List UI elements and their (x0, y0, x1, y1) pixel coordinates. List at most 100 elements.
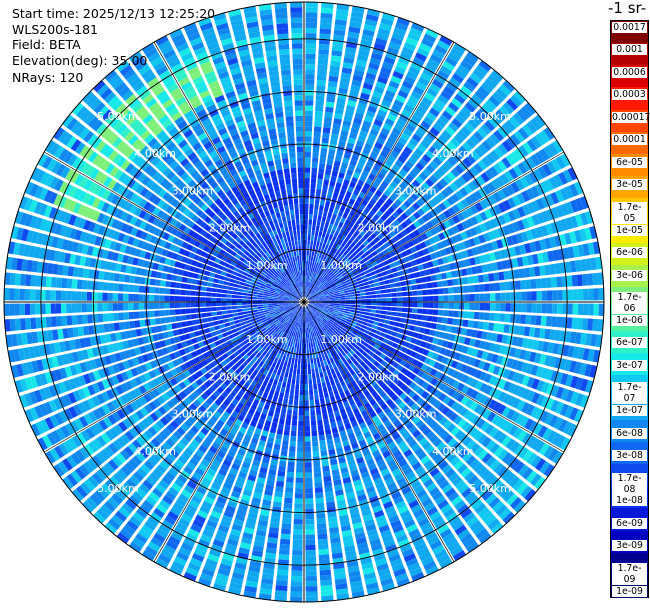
range-gate-cell (518, 446, 529, 459)
range-gate-cell (481, 81, 494, 94)
range-gate-cell (582, 348, 590, 361)
range-gate-cell (334, 320, 340, 325)
range-gate-cell (327, 289, 333, 293)
range-gate-cell (431, 78, 444, 89)
range-gate-cell (426, 87, 439, 98)
range-gate-cell (252, 309, 259, 313)
range-gate-cell (387, 136, 397, 145)
range-gate-cell (312, 152, 319, 158)
range-gate-cell (386, 302, 392, 307)
range-gate-cell (502, 368, 511, 379)
range-gate-cell (332, 323, 338, 328)
range-gate-cell (425, 275, 432, 282)
range-gate-cell (502, 199, 512, 211)
range-gate-cell (479, 211, 488, 222)
range-gate-cell (299, 395, 304, 401)
range-gate-cell (134, 320, 141, 328)
range-gate-cell (474, 89, 487, 102)
range-gate-cell (319, 296, 325, 299)
range-gate-cell (277, 564, 289, 571)
range-gate-cell (572, 346, 580, 359)
range-gate-cell (442, 199, 451, 209)
range-gate-cell (386, 246, 394, 253)
range-gate-cell (330, 316, 337, 320)
range-gate-cell (395, 94, 407, 104)
range-gate-cell (404, 217, 413, 226)
range-gate-cell (308, 384, 313, 390)
range-gate-cell (433, 195, 442, 204)
range-gate-cell (460, 85, 473, 97)
range-gate-cell (382, 248, 389, 255)
range-gate-cell (305, 265, 308, 272)
range-gate-cell (579, 378, 589, 392)
range-gate-cell (354, 325, 361, 330)
range-gate-cell (328, 310, 334, 313)
range-gate-cell (306, 293, 311, 298)
range-gate-cell (315, 105, 324, 112)
range-gate-cell (450, 137, 461, 148)
range-gate-cell (375, 114, 385, 122)
range-gate-cell (293, 363, 298, 369)
range-gate-cell (530, 406, 540, 419)
range-gate-cell (511, 195, 521, 207)
range-gate-cell (331, 285, 337, 290)
range-gate-cell (310, 272, 314, 278)
range-gate-cell (584, 379, 594, 394)
range-gate-cell (315, 409, 322, 416)
range-gate-cell (574, 409, 584, 423)
range-gate-cell (124, 321, 131, 330)
range-gate-cell (492, 228, 501, 239)
range-gate-cell (396, 232, 404, 240)
range-gate-cell (380, 17, 394, 27)
range-gate-cell (335, 108, 344, 115)
range-gate-cell (491, 353, 499, 364)
range-gate-cell (410, 246, 418, 253)
range-gate-cell (502, 381, 512, 392)
range-gate-cell (349, 291, 356, 295)
range-gate-cell (354, 64, 366, 72)
range-gate-cell (521, 255, 529, 266)
range-gate-cell (473, 236, 481, 246)
range-gate-cell (499, 313, 506, 322)
range-gate-cell (351, 205, 358, 213)
range-gate-cell (291, 420, 298, 426)
range-gate-cell (446, 81, 458, 92)
range-gate-cell (305, 332, 308, 339)
range-gate-cell (317, 538, 329, 545)
range-gate-cell (288, 451, 296, 457)
range-gate-cell (589, 364, 598, 378)
range-gate-cell (431, 316, 438, 323)
range-gate-cell (486, 242, 494, 252)
range-gate-cell (535, 226, 544, 238)
range-gate-cell (454, 93, 466, 105)
range-gate-cell (417, 226, 425, 235)
range-gate-cell (531, 200, 541, 212)
range-gate-cell (304, 395, 309, 401)
range-gate-cell (439, 149, 450, 159)
range-gate-cell (310, 404, 315, 411)
range-gate-cell (296, 374, 300, 380)
range-gate-cell (314, 482, 323, 488)
range-gate-cell (294, 358, 298, 364)
range-gate-cell (342, 315, 349, 319)
range-gate-cell (496, 333, 504, 343)
range-gate-cell (376, 294, 382, 298)
range-gate-cell (464, 337, 471, 346)
range-gate-cell (341, 327, 348, 333)
range-gate-cell (448, 287, 454, 294)
range-gate-cell (382, 275, 389, 281)
range-gate-cell (479, 254, 486, 264)
range-gate-cell (290, 575, 303, 582)
range-gate-cell (323, 480, 333, 488)
range-gate-cell (318, 306, 324, 309)
range-gate-cell (310, 183, 316, 189)
range-gate-cell (509, 281, 516, 290)
range-gate-cell (364, 19, 378, 27)
range-gate-cell (444, 264, 451, 272)
range-gate-cell (291, 425, 297, 432)
range-gate-cell (304, 265, 306, 271)
range-gate-cell (331, 236, 337, 242)
range-gate-cell (576, 317, 583, 330)
range-gate-cell (507, 370, 516, 381)
range-gate-cell (315, 502, 325, 509)
